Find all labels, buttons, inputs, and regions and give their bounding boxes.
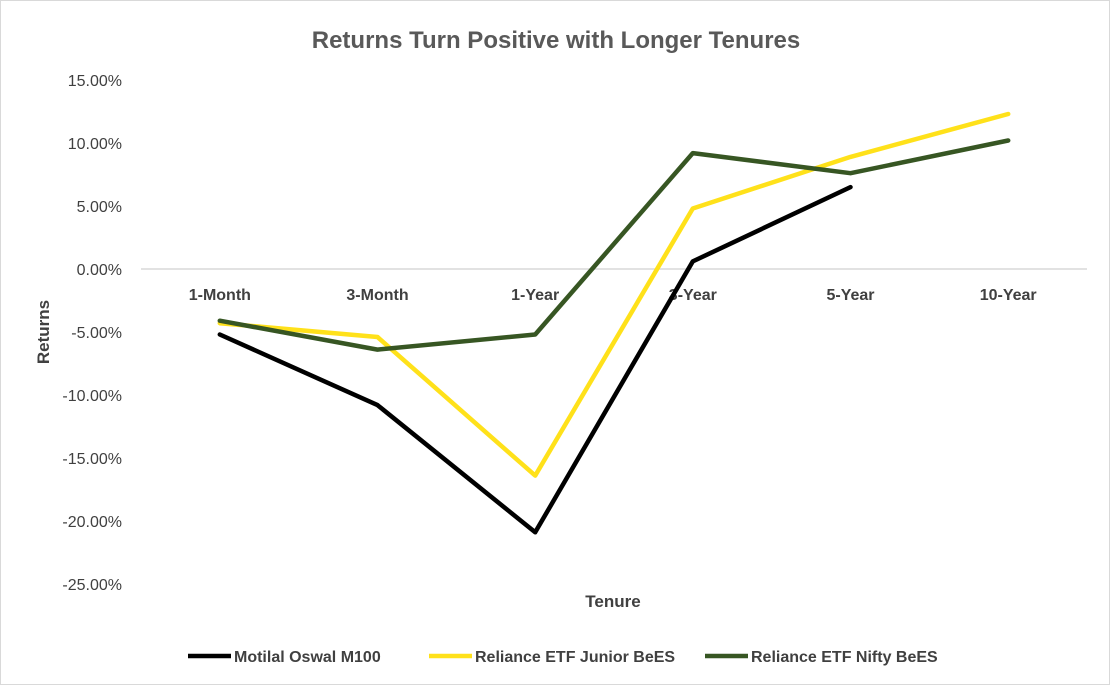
x-tick-label: 5-Year xyxy=(826,287,874,304)
series-line xyxy=(217,184,853,535)
x-tick-label: 1-Year xyxy=(511,287,559,304)
y-tick-label: -25.00% xyxy=(62,577,122,594)
x-tick-label: 1-Month xyxy=(189,287,251,304)
y-tick-label: -20.00% xyxy=(62,514,122,531)
y-axis-ticks: 15.00% 10.00% 5.00% 0.00% -5.00% -10.00% -15.0… xyxy=(62,73,122,594)
y-tick-label: 10.00% xyxy=(68,136,122,153)
series-line xyxy=(217,138,1011,352)
legend-label: Reliance ETF Junior BeES xyxy=(475,649,675,666)
y-tick-label: -5.00% xyxy=(71,325,122,342)
x-tick-label: 3-Month xyxy=(346,287,408,304)
x-axis-ticks: 1-Month 3-Month 1-Year 3-Year 5-Year 10-Year xyxy=(189,287,1037,304)
x-tick-label: 10-Year xyxy=(980,287,1037,304)
y-tick-label: 0.00% xyxy=(77,262,122,279)
series-line xyxy=(217,111,1011,478)
legend-label: Reliance ETF Nifty BeES xyxy=(751,649,938,666)
legend: Motilal Oswal M100 Reliance ETF Junior Be… xyxy=(188,649,938,666)
legend-label: Motilal Oswal M100 xyxy=(234,649,381,666)
y-tick-label: -15.00% xyxy=(62,451,122,468)
x-axis-label: Tenure xyxy=(585,592,640,611)
y-tick-label: 15.00% xyxy=(68,73,122,90)
y-axis-label: Returns xyxy=(34,300,53,364)
y-tick-label: 5.00% xyxy=(77,199,122,216)
y-tick-label: -10.00% xyxy=(62,388,122,405)
chart-title: Returns Turn Positive with Longer Tenure… xyxy=(312,27,801,54)
x-tick-label: 3-Year xyxy=(669,287,717,304)
series-lines xyxy=(217,111,1011,535)
